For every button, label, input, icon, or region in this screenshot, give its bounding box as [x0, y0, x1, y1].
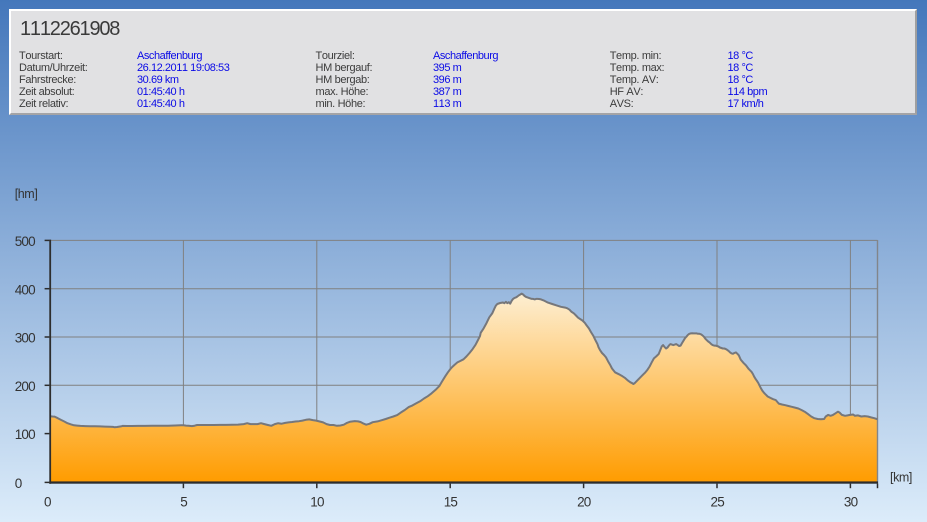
svg-text:0: 0 [15, 476, 22, 491]
svg-text:[hm]: [hm] [15, 187, 38, 201]
svg-text:15: 15 [444, 494, 458, 509]
svg-text:100: 100 [15, 427, 35, 442]
svg-text:400: 400 [15, 282, 35, 297]
svg-text:30: 30 [844, 494, 858, 509]
svg-text:200: 200 [15, 379, 35, 394]
svg-text:500: 500 [15, 234, 35, 249]
svg-text:10: 10 [310, 494, 324, 509]
svg-text:20: 20 [577, 494, 591, 509]
svg-text:[km]: [km] [890, 470, 912, 484]
svg-text:5: 5 [180, 494, 187, 509]
svg-text:300: 300 [15, 331, 35, 346]
svg-text:0: 0 [44, 494, 51, 509]
svg-text:25: 25 [710, 494, 724, 509]
